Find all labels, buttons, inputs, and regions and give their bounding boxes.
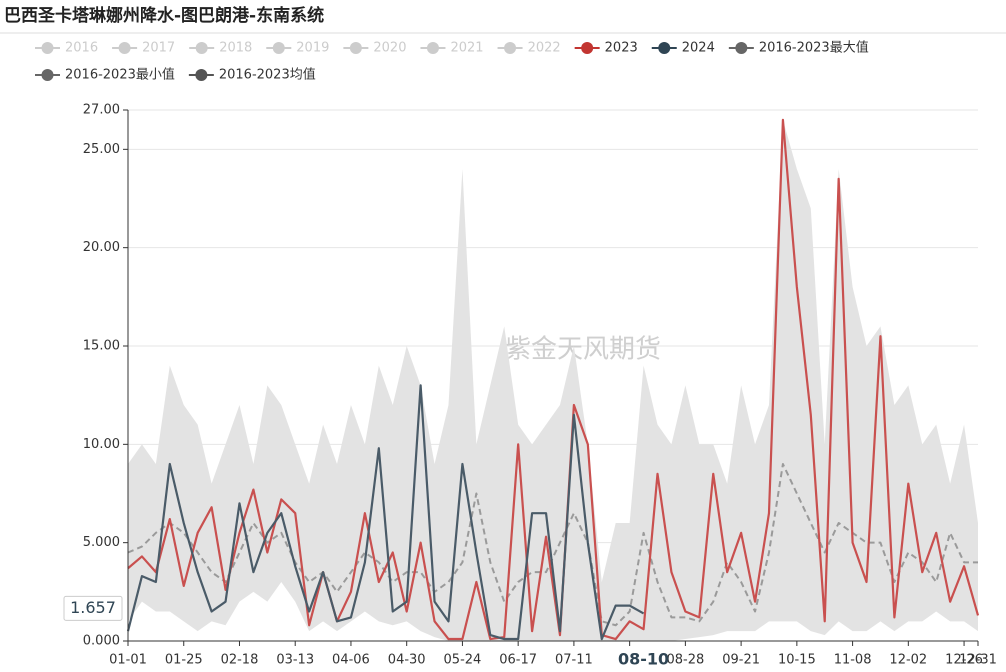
x-tick-label: 08-28 [666, 653, 704, 668]
y-tick-label: 15.00 [83, 339, 120, 354]
range-band [128, 119, 978, 642]
legend-marker [735, 42, 748, 54]
y-tick-label: 20.00 [83, 240, 120, 255]
x-tick-label: 12-26 [945, 653, 983, 668]
y-tick-label: 25.00 [83, 142, 120, 157]
legend-item[interactable]: 2016 [35, 41, 98, 56]
x-tick-label: 01-01 [109, 653, 147, 668]
y-pointer-box [63, 595, 123, 621]
legend-marker [581, 42, 594, 54]
legend-marker [118, 42, 131, 54]
x-tick-label: 01-25 [165, 653, 203, 668]
x-tick-label: 03-13 [276, 653, 314, 668]
legend-item[interactable]: 2017 [112, 41, 175, 56]
x-tick-label: 09-21 [722, 653, 760, 668]
legend-label: 2024 [682, 41, 715, 56]
legend-label: 2022 [528, 41, 561, 56]
legend-marker [658, 42, 671, 54]
legend-item[interactable]: 2016-2023最大值 [728, 40, 869, 56]
legend-item[interactable]: 2023 [574, 41, 638, 56]
y-pointer-label: 1.657 [70, 598, 116, 617]
x-tick-label: 12-02 [889, 653, 927, 668]
x-tick-label: 02-18 [221, 653, 259, 668]
y-tick-label: 0.000 [83, 634, 120, 649]
series-line [127, 118, 980, 641]
y-tick-label: 27.00 [83, 103, 120, 118]
y-tick-label: 10.00 [83, 437, 120, 452]
legend-label: 2020 [373, 41, 406, 56]
x-tick-label: 10-15 [778, 653, 816, 668]
series-line [126, 384, 645, 641]
legend-marker [41, 69, 54, 81]
x-tick-label: 07-11 [555, 653, 593, 668]
x-tick-label: 04-06 [332, 653, 370, 668]
legend-label: 2018 [219, 41, 252, 56]
legend-item[interactable]: 2024 [651, 41, 715, 56]
watermark: 紫金天风期货 [505, 335, 661, 365]
legend-item[interactable]: 2018 [189, 41, 252, 56]
legend-item[interactable]: 2022 [497, 41, 561, 56]
legend-marker [426, 42, 439, 54]
legend-label: 2019 [296, 41, 329, 56]
legend-marker [195, 69, 208, 81]
legend-marker [41, 42, 54, 54]
legend-marker [349, 42, 362, 54]
chart-title: 巴西圣卡塔琳娜州降水-图巴朗港-东南系统 [4, 5, 324, 26]
legend-item[interactable]: 2019 [266, 41, 329, 56]
x-tick-label: 05-24 [444, 653, 482, 668]
legend-label: 2016 [65, 41, 98, 56]
legend-item[interactable]: 2020 [343, 41, 406, 56]
legend-marker [504, 42, 517, 54]
x-pointer-label: 08-10 [618, 650, 669, 669]
legend-item[interactable]: 2021 [420, 41, 484, 56]
legend-item[interactable]: 2016-2023最小值 [35, 67, 175, 83]
legend-label: 2023 [605, 41, 638, 56]
x-tick-label: 06-17 [499, 653, 537, 668]
legend-label: 2016-2023均值 [219, 67, 316, 83]
legend-label: 2016-2023最大值 [759, 40, 869, 56]
y-tick-label: 5.000 [83, 535, 120, 550]
legend-label: 2017 [142, 41, 175, 56]
x-tick-label: 12-31 [959, 653, 997, 668]
legend-item[interactable]: 2016-2023均值 [188, 67, 316, 83]
x-tick-label: 04-30 [388, 653, 426, 668]
legend-label: 2016-2023最小值 [65, 67, 175, 83]
x-tick-label: 11-08 [834, 653, 872, 668]
legend-label: 2021 [450, 41, 483, 56]
legend-marker [272, 42, 285, 54]
legend-marker [195, 42, 208, 54]
